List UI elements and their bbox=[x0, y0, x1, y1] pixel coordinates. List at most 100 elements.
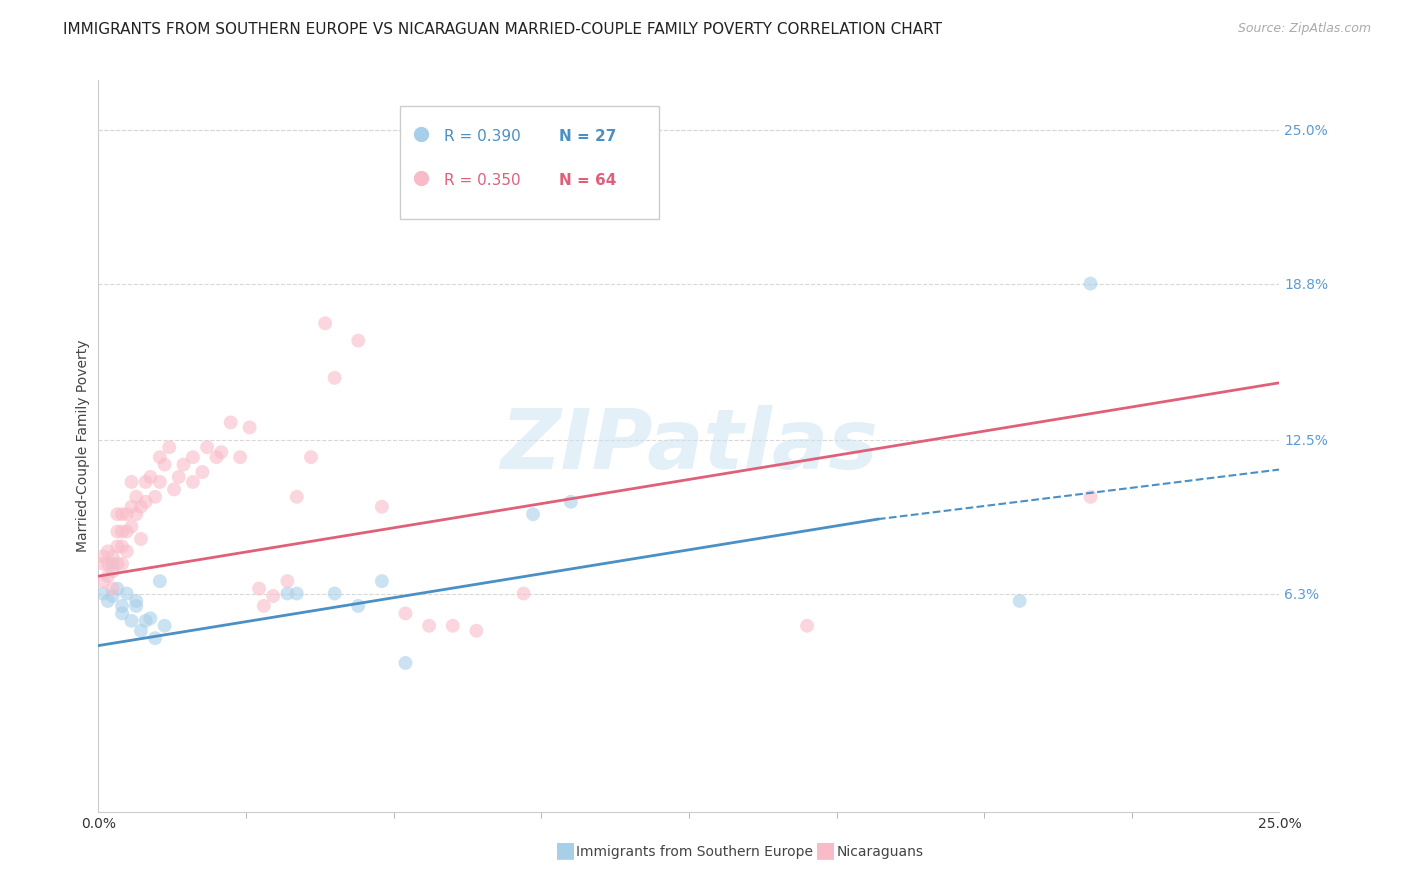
Point bbox=[101, 589, 124, 603]
Point bbox=[239, 420, 262, 434]
Point bbox=[143, 631, 166, 645]
Text: N = 64: N = 64 bbox=[560, 173, 616, 188]
Point bbox=[299, 450, 322, 465]
Point bbox=[115, 544, 138, 558]
Point bbox=[125, 599, 148, 613]
Point bbox=[125, 594, 148, 608]
Point bbox=[153, 458, 176, 472]
Point bbox=[157, 440, 180, 454]
Point bbox=[111, 540, 134, 554]
Point bbox=[135, 614, 157, 628]
Point bbox=[323, 371, 346, 385]
Point bbox=[285, 490, 308, 504]
Y-axis label: Married-Couple Family Poverty: Married-Couple Family Poverty bbox=[76, 340, 90, 552]
Point bbox=[139, 470, 162, 484]
Point bbox=[111, 507, 134, 521]
Point bbox=[441, 619, 464, 633]
Point bbox=[1080, 277, 1102, 291]
Text: N = 27: N = 27 bbox=[560, 129, 616, 145]
Point bbox=[371, 574, 394, 588]
Point bbox=[1080, 490, 1102, 504]
Point bbox=[91, 586, 114, 600]
Point bbox=[394, 656, 416, 670]
Point bbox=[465, 624, 488, 638]
Point bbox=[149, 574, 172, 588]
Point bbox=[121, 614, 143, 628]
Point bbox=[125, 490, 148, 504]
Point bbox=[125, 507, 148, 521]
Text: ■: ■ bbox=[555, 840, 576, 860]
Point bbox=[181, 450, 204, 465]
Text: Nicaraguans: Nicaraguans bbox=[837, 845, 924, 859]
Point bbox=[101, 564, 124, 578]
Point bbox=[101, 549, 124, 564]
Text: Source: ZipAtlas.com: Source: ZipAtlas.com bbox=[1237, 22, 1371, 36]
Point bbox=[191, 465, 214, 479]
Point bbox=[91, 574, 114, 588]
Point bbox=[195, 440, 218, 454]
Point bbox=[97, 557, 120, 571]
Point bbox=[139, 611, 162, 625]
Point bbox=[205, 450, 228, 465]
Point bbox=[394, 607, 416, 621]
Point bbox=[149, 450, 172, 465]
Point bbox=[262, 589, 284, 603]
Point bbox=[101, 557, 124, 571]
Point bbox=[97, 594, 120, 608]
Point bbox=[129, 500, 152, 514]
Text: IMMIGRANTS FROM SOUTHERN EUROPE VS NICARAGUAN MARRIED-COUPLE FAMILY POVERTY CORR: IMMIGRANTS FROM SOUTHERN EUROPE VS NICAR… bbox=[63, 22, 942, 37]
Point bbox=[276, 586, 298, 600]
Point bbox=[371, 500, 394, 514]
Point bbox=[111, 599, 134, 613]
Point bbox=[91, 549, 114, 564]
Point bbox=[167, 470, 190, 484]
Point bbox=[149, 475, 172, 489]
Point bbox=[105, 507, 128, 521]
Point bbox=[101, 582, 124, 596]
Point bbox=[323, 586, 346, 600]
Point bbox=[229, 450, 252, 465]
Point bbox=[91, 557, 114, 571]
Point bbox=[135, 475, 157, 489]
Point bbox=[115, 586, 138, 600]
Point bbox=[135, 495, 157, 509]
Text: Immigrants from Southern Europe: Immigrants from Southern Europe bbox=[576, 845, 814, 859]
Point bbox=[247, 582, 270, 596]
Point bbox=[121, 475, 143, 489]
Point bbox=[97, 544, 120, 558]
Point bbox=[111, 607, 134, 621]
Point bbox=[560, 495, 582, 509]
Point bbox=[181, 475, 204, 489]
Point bbox=[97, 569, 120, 583]
Point bbox=[512, 586, 534, 600]
Text: R = 0.390: R = 0.390 bbox=[444, 129, 522, 145]
Text: R = 0.350: R = 0.350 bbox=[444, 173, 522, 188]
Point bbox=[219, 416, 242, 430]
Point bbox=[111, 557, 134, 571]
Point bbox=[522, 507, 544, 521]
Point bbox=[105, 582, 128, 596]
Point bbox=[285, 586, 308, 600]
Point bbox=[276, 574, 298, 588]
Point bbox=[105, 557, 128, 571]
Point bbox=[796, 619, 818, 633]
Point bbox=[111, 524, 134, 539]
Point bbox=[129, 532, 152, 546]
Point bbox=[314, 316, 336, 330]
FancyBboxPatch shape bbox=[399, 106, 659, 219]
Point bbox=[347, 599, 370, 613]
Point bbox=[163, 483, 186, 497]
Point bbox=[153, 619, 176, 633]
Point bbox=[121, 500, 143, 514]
Point bbox=[121, 519, 143, 533]
Point bbox=[143, 490, 166, 504]
Point bbox=[418, 619, 440, 633]
Point bbox=[253, 599, 276, 613]
Point bbox=[1008, 594, 1031, 608]
Point bbox=[115, 524, 138, 539]
Text: ZIPatlas: ZIPatlas bbox=[501, 406, 877, 486]
Point bbox=[105, 524, 128, 539]
Point bbox=[115, 507, 138, 521]
Point bbox=[347, 334, 370, 348]
Point bbox=[105, 540, 128, 554]
